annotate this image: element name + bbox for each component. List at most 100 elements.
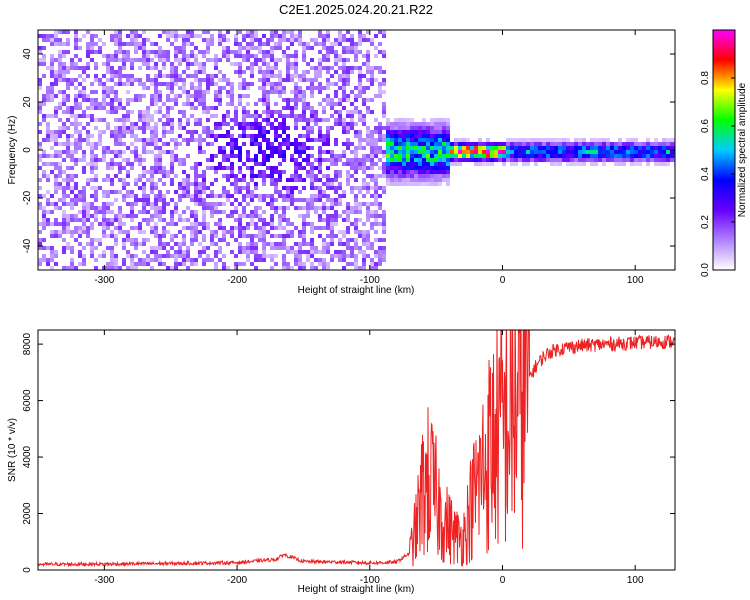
spectrogram-cell [214,166,218,170]
spectrogram-cell [254,142,258,146]
spectrogram-cell [138,78,142,82]
spectrogram-cell [130,126,134,130]
spectrogram-cell [586,142,590,146]
spectrogram-cell [134,182,138,186]
spectrogram-cell [394,130,398,134]
spectrogram-cell [302,58,306,62]
spectrogram-cell [90,206,94,210]
spectrogram-cell [290,142,294,146]
x-tick-label: -100 [360,275,380,286]
spectrogram-cell [230,102,234,106]
spectrogram-cell [538,154,542,158]
spectrogram-cell [110,266,114,270]
spectrogram-cell [238,86,242,90]
spectrogram-cell [66,226,70,230]
spectrogram-cell [318,50,322,54]
spectrogram-cell [238,42,242,46]
spectrogram-cell [602,146,606,150]
spectrogram-cell [162,202,166,206]
spectrogram-cell [62,170,66,174]
spectrogram-cell [126,146,130,150]
spectrogram-cell [298,254,302,258]
spectrogram-cell [386,162,390,166]
spectrogram-cell [110,218,114,222]
spectrogram-cell [310,38,314,42]
spectrogram-cell [218,150,222,154]
spectrogram-cell [438,142,442,146]
spectrogram-cell [42,170,46,174]
spectrogram-cell [94,90,98,94]
spectrogram-cell [230,250,234,254]
spectrogram-cell [246,82,250,86]
spectrogram-cell [86,94,90,98]
spectrogram-cell [142,114,146,118]
spectrogram-cell [378,206,382,210]
spectrogram-cell [350,222,354,226]
spectrogram-cell [382,174,386,178]
spectrogram-cell [450,146,454,150]
spectrogram-cell [198,242,202,246]
spectrogram-cell [194,194,198,198]
spectrogram-cell [178,118,182,122]
spectrogram-cell [134,266,138,270]
spectrogram-cell [574,138,578,142]
spectrogram-cell [98,82,102,86]
spectrogram-cell [74,230,78,234]
spectrogram-cell [74,46,78,50]
spectrogram-cell [410,130,414,134]
spectrogram-cell [62,158,66,162]
spectrogram-cell [102,102,106,106]
spectrogram-cell [434,146,438,150]
spectrogram-cell [46,174,50,178]
spectrogram-cell [166,142,170,146]
spectrogram-cell [122,246,126,250]
spectrogram-cell [142,118,146,122]
spectrogram-cell [138,98,142,102]
spectrogram-cell [338,174,342,178]
spectrogram-cell [262,74,266,78]
spectrogram-cell [118,178,122,182]
spectrogram-cell [146,122,150,126]
spectrogram-cell [306,86,310,90]
spectrogram-cell [326,38,330,42]
spectrogram-cell [346,226,350,230]
spectrogram-cell [134,146,138,150]
spectrogram-cell [598,158,602,162]
spectrogram-cell [298,94,302,98]
spectrogram-cell [250,250,254,254]
spectrogram-cell [578,150,582,154]
spectrogram-cell [326,262,330,266]
spectrogram-cell [326,130,330,134]
spectrogram-cell [250,234,254,238]
spectrogram-cell [138,226,142,230]
spectrogram-cell [310,146,314,150]
spectrogram-cell [222,190,226,194]
spectrogram-cell [298,258,302,262]
spectrogram-cell [134,214,138,218]
spectrogram-cell [406,178,410,182]
spectrogram-cell [522,138,526,142]
spectrogram-cell [86,98,90,102]
spectrogram-cell [70,154,74,158]
spectrogram-cell [102,250,106,254]
spectrogram-cell [54,150,58,154]
spectrogram-cell [318,206,322,210]
spectrogram-cell [110,134,114,138]
spectrogram-cell [110,158,114,162]
spectrogram-cell [78,122,82,126]
spectrogram-cell [514,158,518,162]
spectrogram-cell [294,186,298,190]
spectrogram-cell [62,74,66,78]
spectrogram-cell [46,126,50,130]
spectrogram-cell [238,150,242,154]
spectrogram-cell [194,98,198,102]
spectrogram-cell [318,118,322,122]
spectrogram-cell [166,54,170,58]
spectrogram-cell [302,90,306,94]
spectrogram-cell [82,202,86,206]
spectrogram-cell [78,58,82,62]
spectrogram-cell [178,194,182,198]
spectrogram-cell [78,146,82,150]
spectrogram-cell [410,150,414,154]
spectrogram-cell [242,142,246,146]
